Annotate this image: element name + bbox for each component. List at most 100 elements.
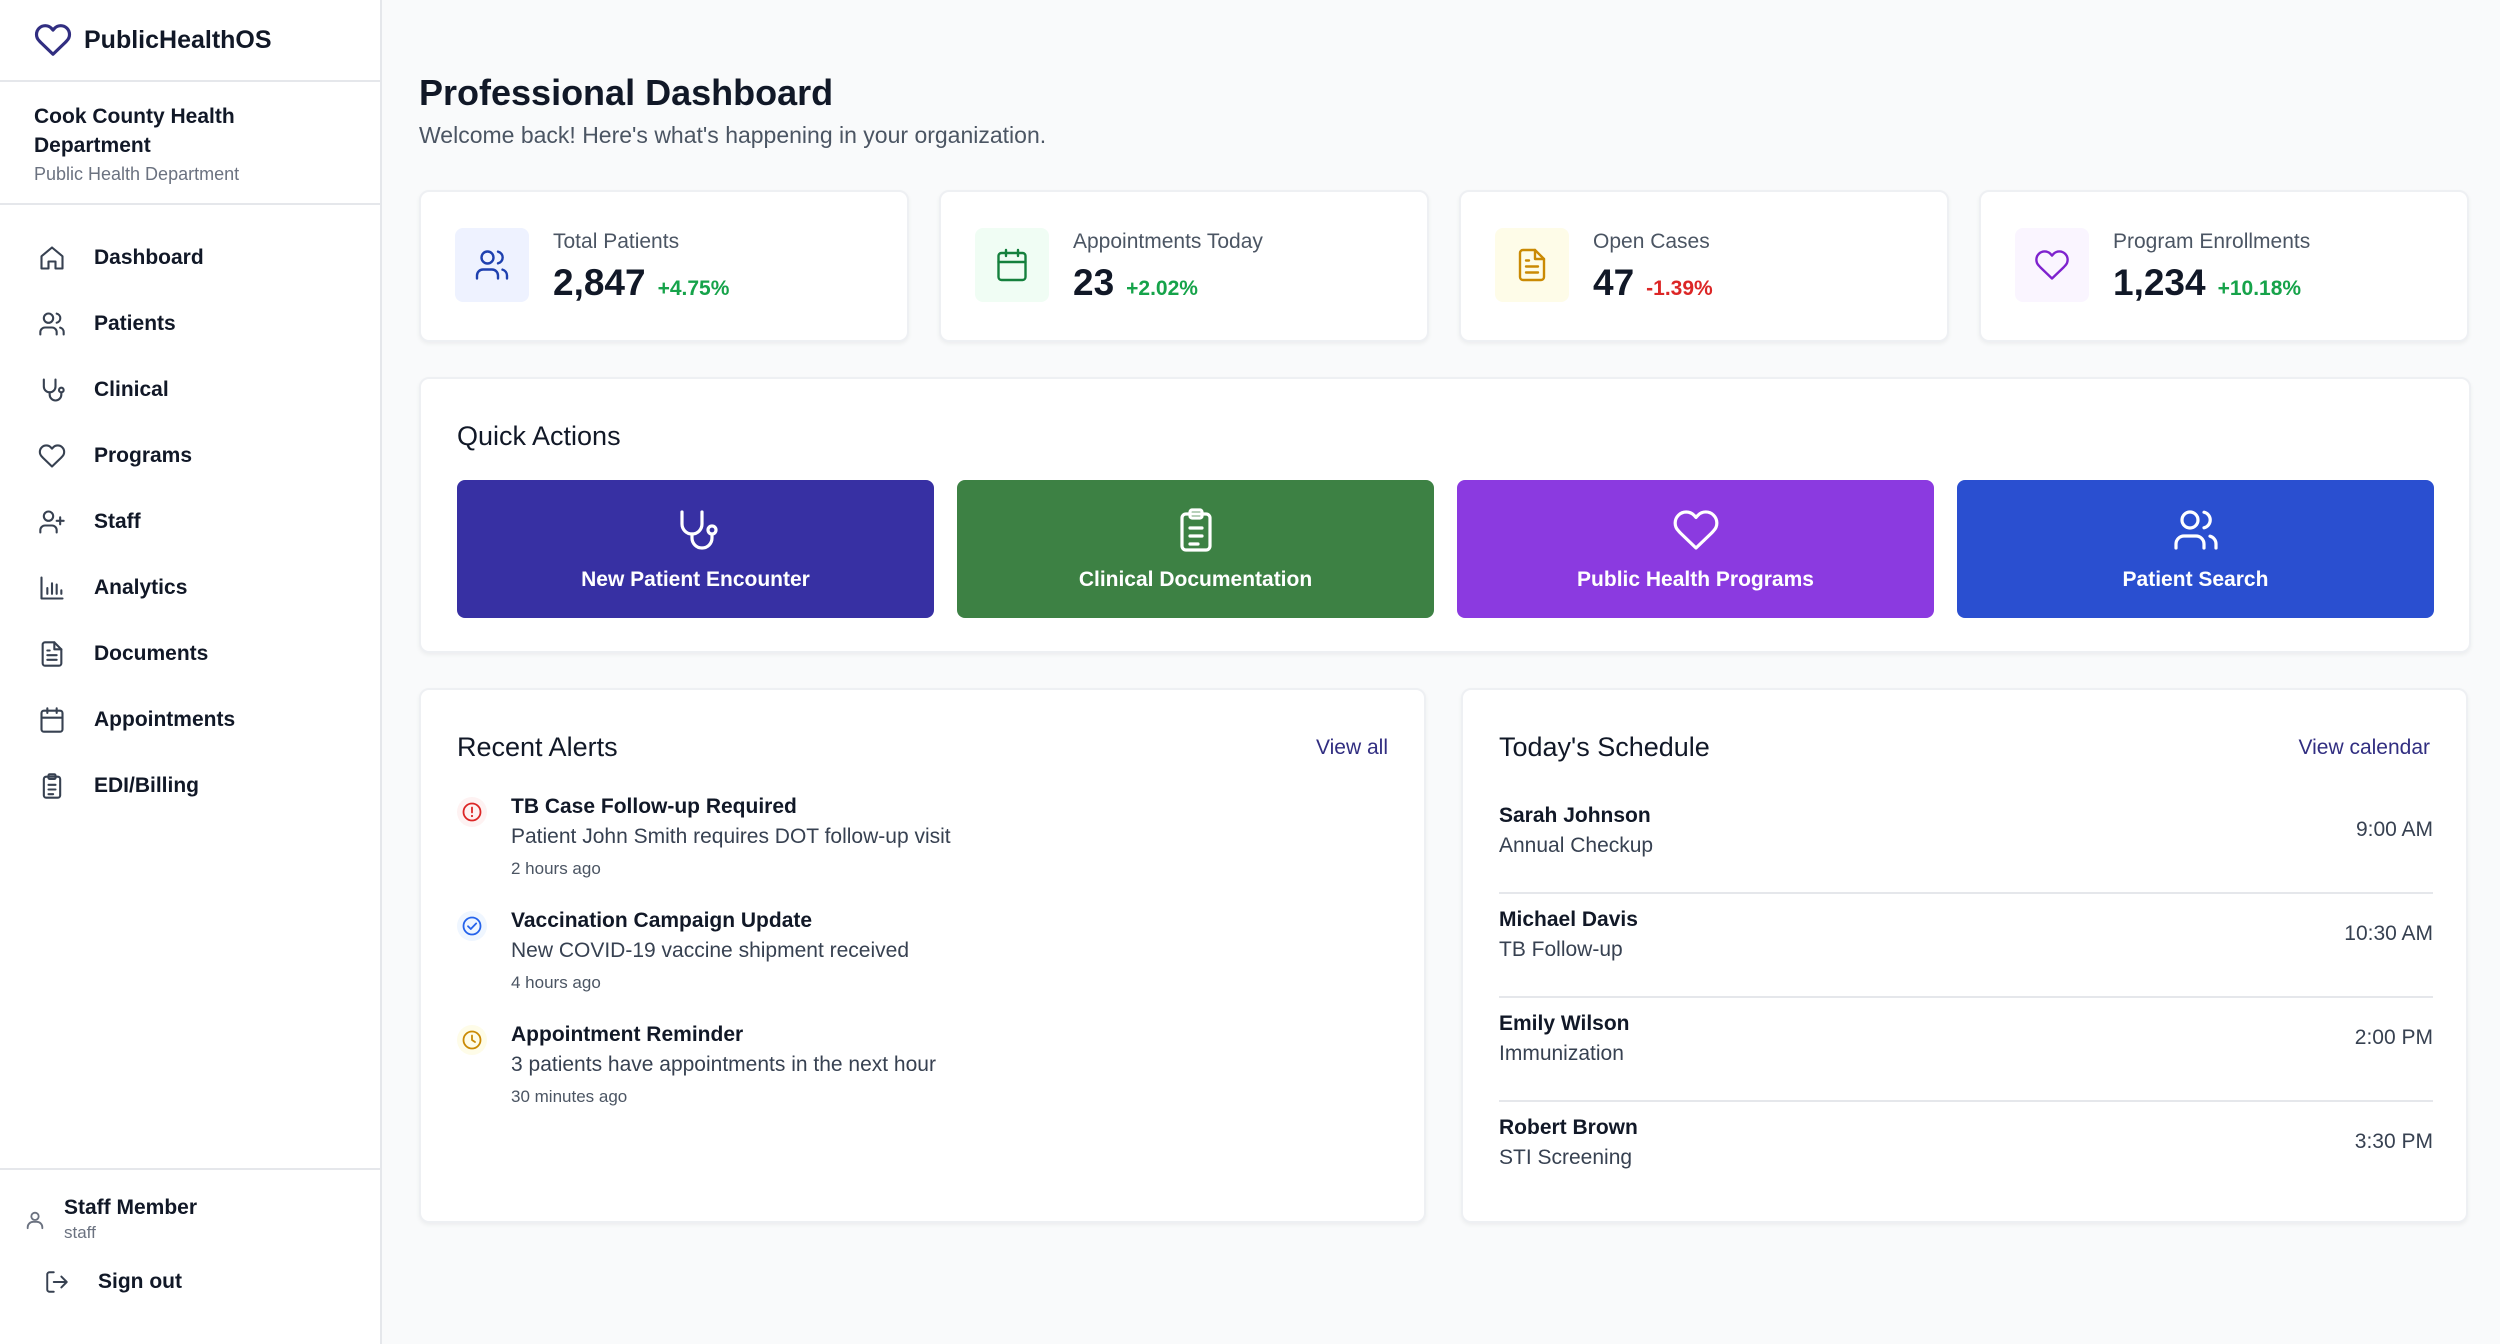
quick-actions-panel: Quick Actions New Patient Encounter Clin… [419,377,2471,653]
stat-value: 23 [1073,262,1115,303]
quick-actions-title: Quick Actions [457,421,621,451]
document-icon [1495,228,1569,302]
stat-card-program-enrollments: Program Enrollments 1,234 +10.18% [1979,190,2469,342]
alert-description: New COVID-19 vaccine shipment received [511,939,909,962]
heart-icon [38,442,66,470]
sidebar: PublicHealthOS Cook County Health Depart… [0,0,382,1344]
todays-schedule-title: Today's Schedule [1499,732,1710,762]
alert-time: 4 hours ago [511,973,601,992]
heart-icon [1673,510,1718,550]
schedule-row[interactable]: Michael Davis TB Follow-up 10:30 AM [1499,894,2433,998]
user-role: staff [64,1223,96,1242]
user-plus-icon [38,508,66,536]
view-calendar-link[interactable]: View calendar [2298,736,2430,759]
heart-logo-icon [34,21,72,59]
stat-value: 2,847 [553,262,646,303]
sidebar-item-label: Programs [94,444,193,467]
schedule-row[interactable]: Sarah Johnson Annual Checkup 9:00 AM [1499,790,2433,894]
appointment-time: 2:00 PM [2354,1026,2433,1049]
user-icon [24,1209,46,1231]
stat-change: +2.02% [1126,277,1198,300]
sidebar-item-label: Appointments [94,708,236,731]
appointment-time: 10:30 AM [2344,922,2433,945]
alert-description: Patient John Smith requires DOT follow-u… [511,825,951,848]
clipboard-icon [38,772,66,800]
sidebar-item-dashboard[interactable]: Dashboard [0,225,380,291]
appointment-type: Immunization [1499,1042,1624,1065]
bar-chart-icon [38,574,66,602]
home-icon [38,244,66,272]
stat-card-open-cases: Open Cases 47 -1.39% [1459,190,1949,342]
users-icon [38,310,66,338]
sidebar-item-label: Staff [94,510,141,533]
page-subtitle: Welcome back! Here's what's happening in… [419,122,1047,148]
appointment-type: Annual Checkup [1499,834,1654,857]
stat-card-total-patients: Total Patients 2,847 +4.75% [419,190,909,342]
heart-icon [2015,228,2089,302]
appointment-type: TB Follow-up [1499,938,1623,961]
appointment-type: STI Screening [1499,1146,1633,1169]
patient-search-button[interactable]: Patient Search [1957,480,2434,618]
stat-change: -1.39% [1646,277,1713,300]
sidebar-item-patients[interactable]: Patients [0,291,380,357]
users-icon [2173,510,2218,550]
schedule-row[interactable]: Emily Wilson Immunization 2:00 PM [1499,998,2433,1102]
sign-out-icon [44,1269,70,1295]
appointment-time: 3:30 PM [2354,1130,2433,1153]
clock-icon [457,1025,487,1055]
stat-label: Open Cases [1593,230,1710,253]
stat-label: Total Patients [553,230,680,253]
user-name: Staff Member [64,1196,198,1219]
document-icon [38,640,66,668]
clinical-documentation-button[interactable]: Clinical Documentation [957,480,1434,618]
schedule-row[interactable]: Robert Brown STI Screening 3:30 PM [1499,1102,2433,1206]
stat-card-appointments-today: Appointments Today 23 +2.02% [939,190,1429,342]
brand[interactable]: PublicHealthOS [0,0,380,82]
org-name: Cook County Health Department [34,105,235,157]
stat-change: +4.75% [657,277,730,300]
sidebar-item-programs[interactable]: Programs [0,423,380,489]
view-all-alerts-link[interactable]: View all [1316,736,1388,759]
todays-schedule-panel: Today's Schedule View calendar Sarah Joh… [1461,688,2468,1223]
recent-alerts-panel: Recent Alerts View all TB Case Follow-up… [419,688,1426,1223]
sidebar-item-appointments[interactable]: Appointments [0,687,380,753]
appointment-time: 9:00 AM [2355,818,2433,841]
quick-action-label: Public Health Programs [1577,568,1814,591]
org-type: Public Health Department [34,164,240,184]
sidebar-item-staff[interactable]: Staff [0,489,380,555]
sidebar-item-label: Patients [94,312,176,335]
stat-value: 47 [1593,262,1635,303]
sidebar-item-analytics[interactable]: Analytics [0,555,380,621]
alert-title: Vaccination Campaign Update [511,909,813,932]
sidebar-item-label: EDI/Billing [94,774,199,797]
users-icon [455,228,529,302]
stethoscope-icon [38,376,66,404]
public-health-programs-button[interactable]: Public Health Programs [1457,480,1934,618]
main-content: Professional Dashboard Welcome back! Her… [382,0,2500,1344]
sidebar-item-clinical[interactable]: Clinical [0,357,380,423]
alert-time: 2 hours ago [511,859,601,878]
sidebar-item-documents[interactable]: Documents [0,621,380,687]
alert-title: Appointment Reminder [511,1023,744,1046]
clipboard-icon [1179,508,1212,552]
sidebar-item-label: Documents [94,642,209,665]
patient-name: Sarah Johnson [1499,804,1651,827]
sidebar-item-label: Dashboard [94,246,204,269]
patient-name: Robert Brown [1499,1116,1638,1139]
stat-value: 1,234 [2113,262,2206,303]
alert-time: 30 minutes ago [511,1087,628,1106]
sign-out-label: Sign out [98,1270,182,1293]
quick-action-label: New Patient Encounter [581,568,810,591]
patient-name: Emily Wilson [1499,1012,1630,1035]
recent-alerts-title: Recent Alerts [457,732,618,762]
alert-title: TB Case Follow-up Required [511,795,797,818]
page-title: Professional Dashboard [419,72,834,113]
quick-action-label: Clinical Documentation [1078,568,1313,591]
sign-out-button[interactable]: Sign out [0,1243,380,1295]
sidebar-item-edi-billing[interactable]: EDI/Billing [0,753,380,819]
alert-description: 3 patients have appointments in the next… [511,1053,936,1076]
user-profile[interactable]: Staff Member staff [0,1170,380,1243]
quick-action-label: Patient Search [2122,568,2269,591]
stat-change: +10.18% [2217,277,2302,300]
new-patient-encounter-button[interactable]: New Patient Encounter [457,480,934,618]
